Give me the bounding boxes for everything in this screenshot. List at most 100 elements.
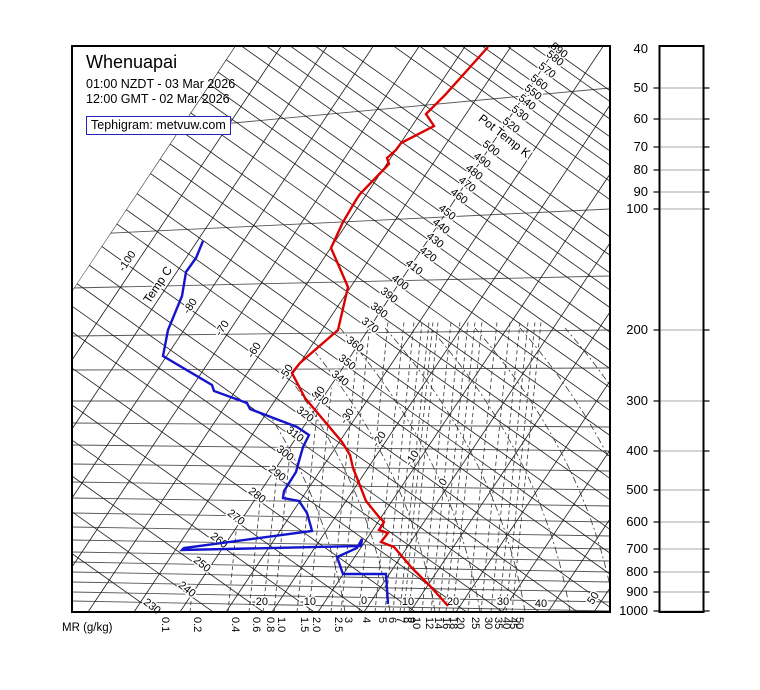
dry-adiabat-line (72, 46, 610, 256)
mr-tick-label: 30 (482, 617, 494, 629)
station-name: Whenuapai (86, 52, 178, 72)
isobar-line (72, 512, 610, 523)
dry-adiabat-line (72, 46, 610, 291)
dry-adiabat-line (72, 475, 610, 612)
mr-tick-label: 45 (507, 617, 519, 629)
dry-adiabat-line (72, 147, 610, 530)
temp-tick-label: -20 (370, 429, 389, 449)
isotherm-line (271, 46, 610, 612)
pot-temp-tick-label: 250 (191, 554, 213, 575)
pot-temp-tick-label: 240 (176, 579, 198, 600)
mr-tick-label: 35 (492, 617, 504, 629)
temperature-trace (290, 46, 489, 607)
pressure-tick-label: 800 (626, 564, 648, 579)
dry-adiabat-line (72, 46, 610, 333)
isotherm-line (72, 46, 328, 612)
pressure-tick-label: 90 (634, 184, 648, 199)
temp-bottom-tick-label: 40 (535, 598, 547, 610)
pressure-tick-label: 60 (634, 111, 648, 126)
isobar-line (72, 208, 610, 236)
pot-temp-tick-label: 410 (403, 257, 425, 278)
isobar-line (72, 497, 610, 507)
grid-dry-adiabats (72, 46, 610, 612)
pressure-tick-label: 200 (626, 322, 648, 337)
dry-adiabat-line (72, 46, 610, 308)
mr-tick-label: 6 (386, 617, 398, 623)
saturated-adiabat-curve (564, 327, 610, 612)
dry-adiabat-line (72, 191, 610, 575)
pot-temp-tick-label: 390 (378, 285, 400, 306)
mr-tick-label: 50 (513, 617, 525, 629)
isotherm-line (72, 46, 236, 612)
dry-adiabat-line (72, 225, 610, 608)
isotherm-line (593, 46, 610, 612)
mr-tick-label: 0.2 (191, 617, 203, 632)
temp-axis-label: Temp C (140, 263, 175, 305)
mr-tick-label: 10 (410, 617, 422, 629)
isobar-line (72, 591, 610, 603)
dewpoint-trace (161, 240, 390, 605)
isotherm-line (87, 46, 466, 612)
mixing-ratio-line (180, 322, 188, 612)
saturated-adiabat-curve (519, 327, 610, 612)
temp-bottom-tick-label: 0 (361, 595, 367, 607)
pressure-tick-label: 600 (626, 514, 648, 529)
sounding-traces (161, 46, 489, 607)
temp-tick-label: -10 (403, 448, 422, 468)
mr-tick-label: 0.8 (264, 617, 276, 632)
plot-frame (71, 45, 611, 613)
pressure-tick-label: 900 (626, 584, 648, 599)
pressure-tick-label: 40 (634, 41, 648, 56)
utc-time: 12:00 GMT - 02 Mar 2026 (86, 92, 230, 106)
mr-tick-label: 8 (401, 617, 413, 623)
isotherm-line (72, 46, 374, 612)
dry-adiabat-line (72, 46, 610, 351)
dry-adiabat-line (72, 404, 610, 612)
title-block: Whenuapai 01:00 NZDT - 03 Mar 2026 12:00… (86, 52, 235, 135)
pressure-tick-label: 300 (626, 393, 648, 408)
isotherm-line (409, 46, 610, 612)
pot-temp-tick-label: 270 (225, 507, 247, 528)
pot-temp-tick-label: 230 (141, 596, 163, 617)
dry-adiabat-line (72, 46, 610, 166)
isotherm-line (72, 46, 420, 612)
pressure-tick-label: 70 (634, 139, 648, 154)
dry-adiabat-line (72, 279, 610, 612)
pressure-tick-label: 700 (626, 541, 648, 556)
mr-tick-label: 14 (432, 617, 444, 629)
mr-tick-label: 0.6 (250, 617, 262, 632)
mr-tick-label: 4 (360, 617, 372, 623)
pressure-tick-label: 500 (626, 482, 648, 497)
mr-tick-label: 18 (447, 617, 459, 629)
pressure-tick-label: 100 (626, 201, 648, 216)
isobar-line (72, 329, 610, 337)
grid-isobars (72, 87, 610, 612)
saturated-adiabat-curve (429, 327, 571, 612)
mr-tick-label: 25 (469, 617, 481, 629)
dry-adiabat-line (72, 367, 610, 612)
dry-adiabat-line (72, 117, 610, 501)
mr-axis-label: MR (g/kg) (62, 622, 113, 634)
pot-temp-tick-label: 280 (246, 485, 268, 506)
isobar-line (72, 275, 610, 289)
temp-tick-label: 0 (437, 476, 450, 488)
pressure-tick-label: 80 (634, 162, 648, 177)
pressure-tick-label: 400 (626, 443, 648, 458)
dry-adiabat-line (72, 46, 610, 238)
saturated-adiabat-curve (339, 327, 481, 612)
dry-adiabat-line (72, 46, 610, 138)
isobar-line (72, 526, 610, 537)
pressure-axis: 40 50 60 70 80 90 100 200 300 400 500 600 700 800 900 1… (619, 41, 710, 618)
mixing-ratio-line (511, 322, 542, 612)
saturated-adiabat-curve (384, 327, 526, 612)
dry-adiabat-line (72, 170, 610, 554)
temp-tick-label: -30 (338, 406, 357, 426)
mr-tick-label: 40 (500, 617, 512, 629)
dry-adiabat-line (72, 439, 610, 612)
temp-bottom-tick-label: 20 (447, 596, 459, 608)
temp-tick-label: -80 (181, 296, 200, 316)
